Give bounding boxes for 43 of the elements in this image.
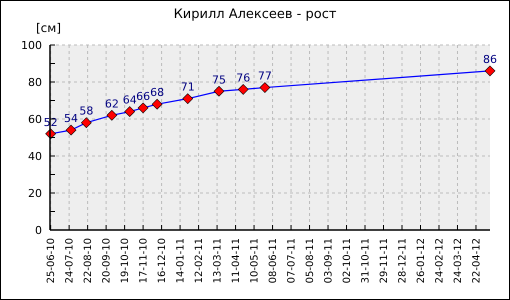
data-label: 86 [483,52,497,66]
x-tick-label: 17-11-10 [138,238,150,284]
x-tick-label: 12-02-11 [194,238,206,284]
data-label: 58 [79,104,94,118]
x-tick-label: 22-04-12 [471,238,482,284]
x-tick-label: 07-07-11 [286,238,298,284]
x-tick-label: 19-10-10 [120,238,132,284]
x-tick-label: 13-03-11 [212,238,224,284]
chart-title: Кирилл Алексеев - рост [174,7,337,22]
data-label: 64 [122,94,137,107]
x-tick-label: 31-10-11 [360,238,372,284]
x-tick-label: 03-09-11 [324,238,335,284]
y-tick-label: 60 [28,112,42,126]
data-label: 62 [104,97,119,110]
x-tick-label: 22-08-10 [83,238,94,284]
data-label: 76 [236,71,250,84]
x-tick-label: 24-03-12 [452,238,464,284]
x-tick-label: 11-04-11 [231,238,242,284]
y-tick-label: 20 [28,186,42,200]
x-tick-label: 24-02-12 [434,238,446,284]
x-tick-label: 16-12-10 [157,238,168,284]
data-label: 75 [212,73,226,86]
data-label: 66 [136,90,150,103]
x-tick-label: 24-07-10 [64,238,76,284]
x-tick-label: 28-12-11 [398,238,408,284]
x-tick-label: 29-11-11 [379,238,390,284]
data-label: 71 [180,80,195,94]
data-label: 54 [64,112,78,126]
x-tick-label: 26-01-12 [416,238,427,284]
x-tick-label: 05-08-11 [305,238,316,284]
x-tick-label: 20-09-10 [102,238,113,284]
x-tick-label: 08-06-11 [268,238,280,284]
y-tick-label: 100 [21,38,42,52]
y-axis-title: [см] [36,21,62,35]
x-tick-label: 25-06-10 [46,238,58,284]
y-tick-label: 80 [28,76,42,89]
x-tick-label: 14-01-11 [176,238,187,284]
x-tick-label: 10-05-11 [250,238,261,284]
data-label: 77 [258,70,272,83]
y-tick-label: 0 [35,224,42,237]
y-tick-label: 40 [28,150,42,163]
data-label: 68 [150,86,164,100]
x-tick-label: 02-10-11 [342,238,354,284]
